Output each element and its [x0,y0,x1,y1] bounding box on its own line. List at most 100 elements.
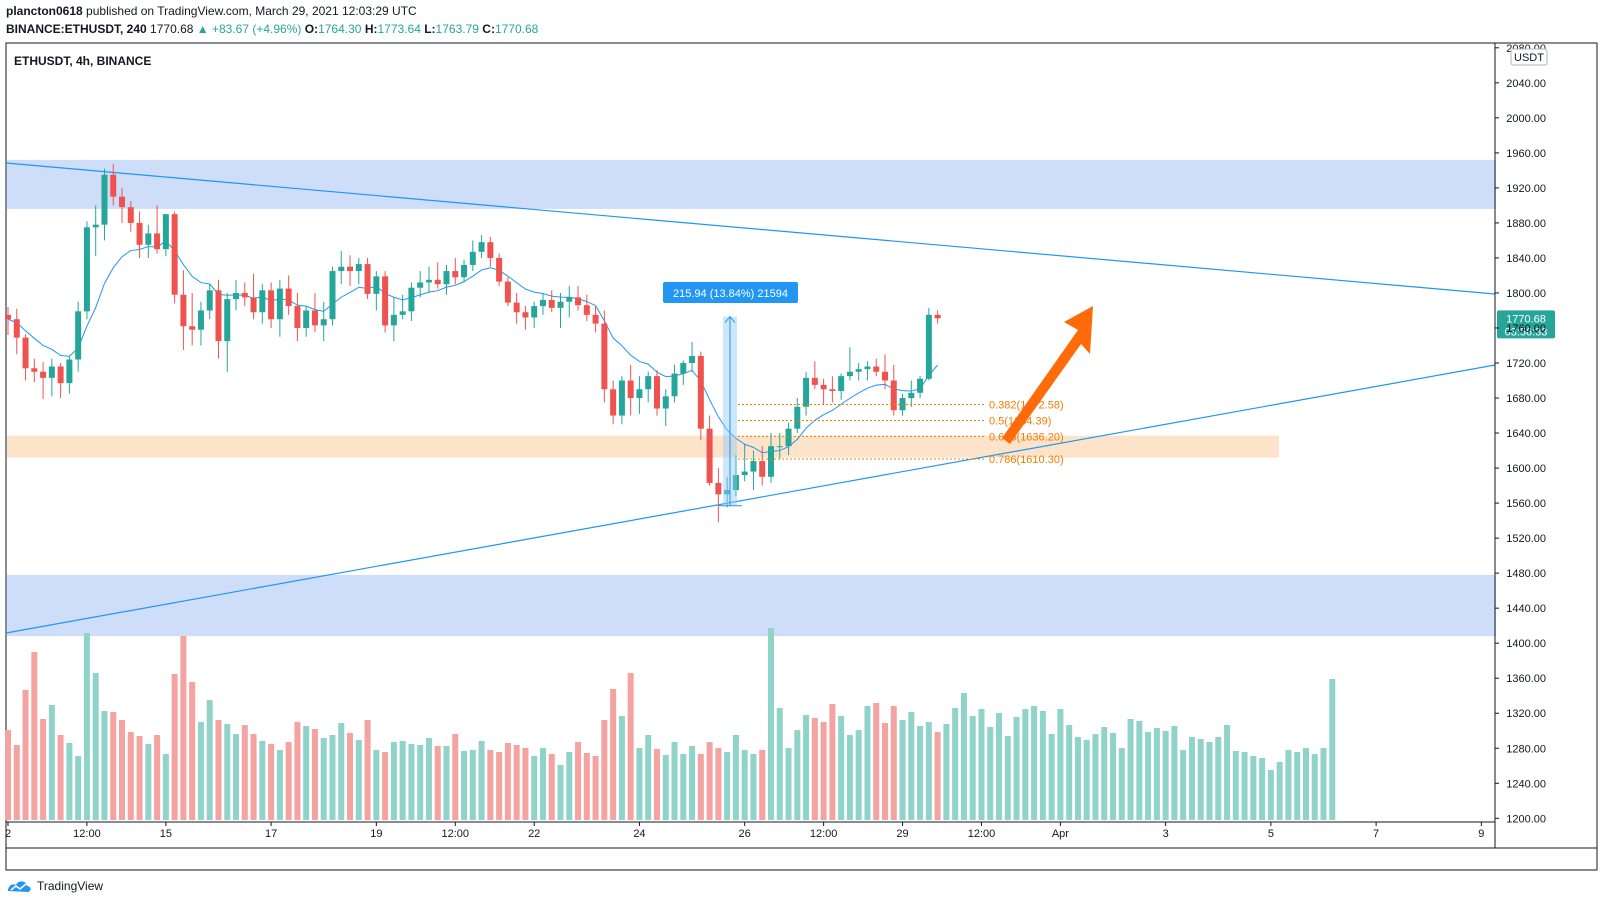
zone-blue-2 [7,574,1496,637]
candle [136,211,143,258]
candle-body [838,376,845,392]
price-change: ▲ +83.67 (+4.96%) [196,22,302,36]
y-tick-label: 1280.00 [1506,743,1546,755]
candle-body [329,271,336,320]
volume-bar [1013,717,1020,820]
candle [22,334,29,381]
volume-bar [83,633,90,820]
candle-body [22,337,29,369]
candle-body [162,214,169,250]
candle [320,301,327,342]
x-tick-label: 15 [160,828,172,840]
candle [268,282,275,328]
candle [864,361,871,381]
candle [399,294,406,320]
candle-body [662,396,669,409]
volume-bar [233,734,240,820]
symbol-interval: BINANCE:ETHUSDT, 240 [6,22,147,36]
tradingview-footer[interactable]: TradingView [6,878,103,894]
candle-body [268,290,275,320]
volume-bar [653,749,660,820]
volume-bar [803,715,810,820]
y-tick-label: 1200.00 [1506,813,1546,825]
candle [127,201,134,232]
volume-bar [873,703,880,820]
candle [224,292,231,372]
x-tick-label: 2 [5,828,11,840]
x-tick-label: 24 [633,828,645,840]
volume-bar [996,713,1003,820]
candle [145,224,152,258]
candle-body [513,302,520,313]
candle [618,376,625,425]
candle-body [276,288,283,320]
candle-body [241,292,248,298]
candle-body [259,290,266,313]
volume-bar [92,673,99,820]
volume-bar [1031,706,1038,820]
volume-bar [969,716,976,820]
candle [724,476,731,508]
volume-bar [1224,725,1231,820]
candle [197,301,204,346]
y-tick-label: 1480.00 [1506,568,1546,580]
candle-body [347,266,354,272]
candle [873,358,880,377]
lower-trendline[interactable] [5,364,1496,634]
volume-bar [1232,751,1239,820]
volume-bar [259,741,266,820]
candle-body [504,281,511,303]
candle [75,301,82,372]
volume-bar [1276,762,1283,820]
candle-body [496,257,503,282]
volume-bar [566,752,573,820]
candle [66,356,73,394]
candle [838,373,845,400]
volume-bar [934,732,941,820]
candle-body [846,371,853,377]
volume-bar [1136,721,1143,820]
author-name[interactable]: plancton0618 [6,4,83,18]
chart-legend: ETHUSDT, 4h, BINANCE [14,54,152,68]
volume-bar [1083,740,1090,820]
candle-body [83,227,90,312]
candle-body [627,380,634,399]
volume-bar [75,756,82,820]
volume-bar [557,765,564,820]
volume-bar [171,674,178,820]
upper-trendline[interactable] [5,162,1496,295]
x-tick-label: 3 [1163,828,1169,840]
volume-bar [855,730,862,820]
candle-body [382,276,389,326]
candle-body [855,369,862,372]
candle-body [478,242,485,252]
candle [382,271,389,333]
volume-bar [1118,748,1125,820]
open-value: 1764.30 [318,22,362,36]
candle-body [171,214,178,295]
volume-bar [627,673,634,820]
volume-bar [539,748,546,820]
candle-body [531,306,538,318]
volume-bar [1153,728,1160,820]
candle [557,292,564,328]
candle [759,446,766,486]
low-value: 1763.79 [435,22,479,36]
volume-bar [5,730,11,820]
candle-body [425,279,432,283]
candle-body [180,294,187,327]
currency-badge[interactable] [1510,48,1548,66]
y-tick-label: 1960.00 [1506,148,1546,160]
volume-bar [741,750,748,820]
volume-bar [1250,756,1257,820]
ohlc-line: BINANCE:ETHUSDT, 240 1770.68 ▲ +83.67 (+… [6,22,539,36]
high-value: 1773.64 [377,22,421,36]
volume-bar [215,720,222,820]
candle [206,284,213,320]
volume-bar [618,716,625,820]
candle [925,307,932,381]
candle [811,361,818,390]
bullish-arrow[interactable] [1002,306,1093,444]
candle [829,376,836,403]
